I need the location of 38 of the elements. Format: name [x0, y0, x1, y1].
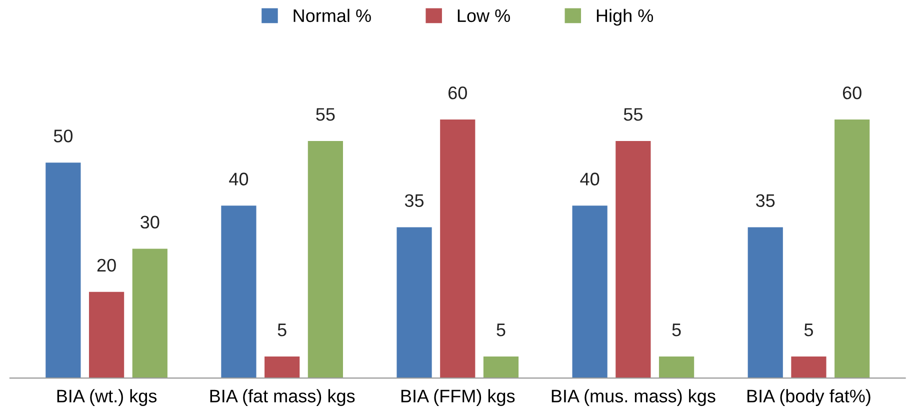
legend-label: Low %: [458, 9, 510, 22]
data-label: 35: [404, 194, 424, 207]
data-label: 55: [316, 108, 335, 121]
bar: [88, 292, 124, 378]
data-label: 35: [756, 194, 775, 207]
data-label: 5: [278, 324, 286, 336]
bar: [616, 141, 651, 378]
bar: [748, 227, 783, 378]
bar: [396, 227, 432, 378]
data-label: 60: [842, 86, 862, 100]
bar: [834, 119, 870, 378]
bar: [264, 356, 300, 378]
bar: [308, 141, 343, 378]
x-tick-label: BIA (fat mass) kgs: [210, 389, 355, 406]
data-label: 40: [580, 172, 600, 186]
data-label: 5: [496, 324, 506, 336]
x-tick-label: BIA (body fat%): [747, 389, 870, 406]
bar: [132, 248, 168, 378]
bar: [658, 356, 694, 378]
bar: [221, 206, 256, 378]
x-tick-label: BIA (mus. mass) kgs: [552, 389, 716, 406]
data-label: 55: [624, 108, 642, 121]
bar: [791, 356, 826, 378]
bar: [46, 162, 81, 378]
x-tick-label: BIA (FFM) kgs: [401, 389, 515, 406]
bar: [440, 119, 476, 378]
bar: [483, 356, 519, 378]
legend-label: High %: [596, 8, 654, 26]
data-label: 30: [140, 216, 160, 229]
bar: [572, 206, 608, 378]
legend-label: Normal %: [294, 8, 371, 22]
x-tick-label: BIA (wt.) kgs: [57, 389, 157, 406]
data-label: 20: [97, 258, 116, 272]
data-label: 40: [229, 172, 248, 186]
data-label: 60: [448, 86, 467, 100]
data-label: 5: [672, 324, 681, 336]
data-label: 5: [804, 324, 813, 336]
data-label: 50: [54, 130, 73, 142]
